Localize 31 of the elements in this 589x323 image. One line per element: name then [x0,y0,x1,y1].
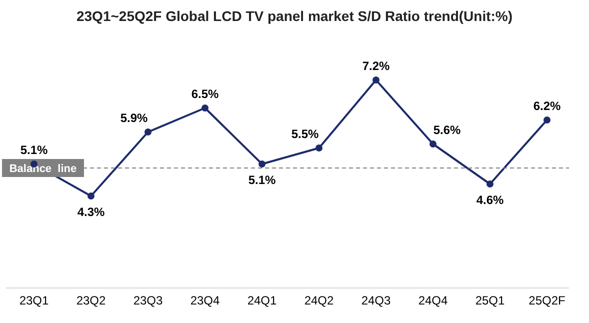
point [202,104,208,112]
data-label: 5.1% [248,173,276,187]
data-label: 6.5% [191,87,219,101]
point [88,192,94,200]
ref-line-label: Balance line [9,163,77,175]
point [372,76,380,84]
data-label: 5.6% [433,123,461,137]
x-tick-label: 24Q2 [304,294,334,308]
x-tick-label: 25Q2F [528,294,566,308]
data-label: 5.5% [291,127,319,141]
x-tick-label: 23Q1 [19,294,49,308]
x-tick-label: 23Q2 [76,294,106,308]
data-label: 4.3% [77,205,105,219]
data-label: 5.1% [20,143,48,157]
point [258,160,266,168]
data-label: 6.2% [533,99,561,113]
x-tick-label: 24Q1 [247,294,277,308]
point [486,180,494,188]
point [544,116,550,124]
x-tick-label: 23Q3 [133,294,163,308]
data-label: 7.2% [362,59,390,73]
x-tick-label: 24Q3 [361,294,391,308]
x-tick-label: 25Q1 [475,294,505,308]
point [430,140,436,148]
data-label: 4.6% [476,193,504,207]
data-label: 5.9% [120,111,148,125]
x-tick-label: 23Q4 [190,294,220,308]
point [144,128,152,136]
point [316,144,322,152]
x-tick-label: 24Q4 [418,294,448,308]
chart-title: 23Q1~25Q2F Global LCD TV panel market S/D Ratio trend(Unit:%) [75,8,514,24]
